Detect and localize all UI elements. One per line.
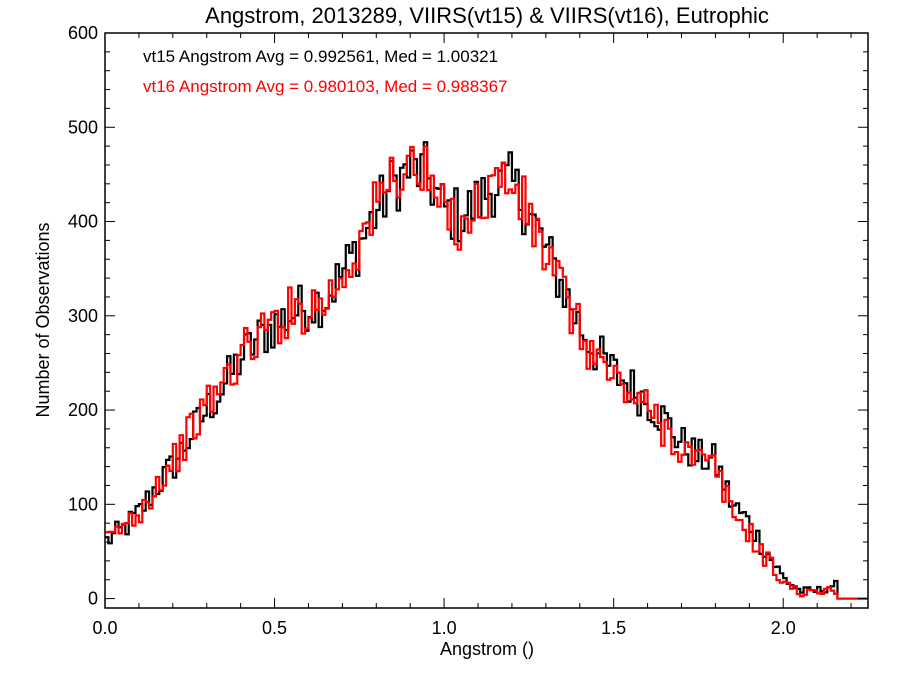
x-axis-label: Angstrom () xyxy=(440,639,534,659)
y-tick-label: 500 xyxy=(68,117,98,137)
x-tick-label: 0.0 xyxy=(92,618,117,638)
y-tick-label: 200 xyxy=(68,400,98,420)
y-tick-label: 100 xyxy=(68,494,98,514)
x-tick-label: 1.0 xyxy=(432,618,457,638)
x-tick-label: 1.5 xyxy=(601,618,626,638)
ticks-layer: 0.0 0.5 1.0 1.5 2.0 0 100 200 300 400 500 600 xyxy=(68,23,868,638)
vt16-stats-annotation: vt16 Angstrom Avg = 0.980103, Med = 0.98… xyxy=(143,77,508,96)
y-tick-label: 600 xyxy=(68,23,98,43)
y-tick-label: 300 xyxy=(68,306,98,326)
chart-title: Angstrom, 2013289, VIIRS(vt15) & VIIRS(v… xyxy=(205,3,769,28)
x-tick-label: 2.0 xyxy=(771,618,796,638)
series-layer xyxy=(105,141,868,600)
y-tick-label: 400 xyxy=(68,212,98,232)
y-axis-label: Number of Observations xyxy=(33,222,53,417)
y-tick-label: 0 xyxy=(88,589,98,609)
plot-frame xyxy=(104,32,869,609)
series-vt16-histogram xyxy=(105,145,868,600)
x-tick-label: 0.5 xyxy=(262,618,287,638)
vt15-stats-annotation: vt15 Angstrom Avg = 0.992561, Med = 1.00… xyxy=(143,47,498,66)
